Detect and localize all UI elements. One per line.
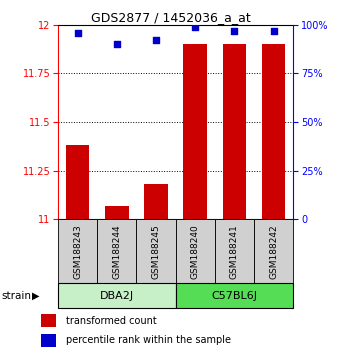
Bar [254,219,293,283]
Text: strain: strain [2,291,32,301]
Point [75,30,80,35]
Bar [176,283,293,308]
Bar [105,206,129,219]
Text: GSM188243: GSM188243 [73,224,82,279]
Bar [41,314,56,327]
Bar [66,145,89,219]
Text: DBA2J: DBA2J [100,291,134,301]
Text: percentile rank within the sample: percentile rank within the sample [66,335,232,345]
Point [114,41,119,47]
Bar [183,44,207,219]
Point [232,28,237,33]
Text: GSM188242: GSM188242 [269,224,278,279]
Bar [223,44,246,219]
Bar [41,334,56,347]
Text: transformed count: transformed count [66,316,157,326]
Text: ▶: ▶ [32,291,40,301]
Text: GSM188245: GSM188245 [151,224,161,279]
Bar [58,219,97,283]
Point [153,38,159,43]
Bar [262,44,285,219]
Bar [136,219,176,283]
Text: GSM188244: GSM188244 [112,224,121,279]
Text: C57BL6J: C57BL6J [211,291,257,301]
Bar [144,184,168,219]
Bar [176,219,215,283]
Bar [215,219,254,283]
Point [192,24,198,29]
Text: GSM188240: GSM188240 [191,224,200,279]
Bar [97,219,136,283]
Point [271,28,276,33]
Text: GSM188241: GSM188241 [230,224,239,279]
Bar [58,283,176,308]
Text: GDS2877 / 1452036_a_at: GDS2877 / 1452036_a_at [91,11,250,24]
